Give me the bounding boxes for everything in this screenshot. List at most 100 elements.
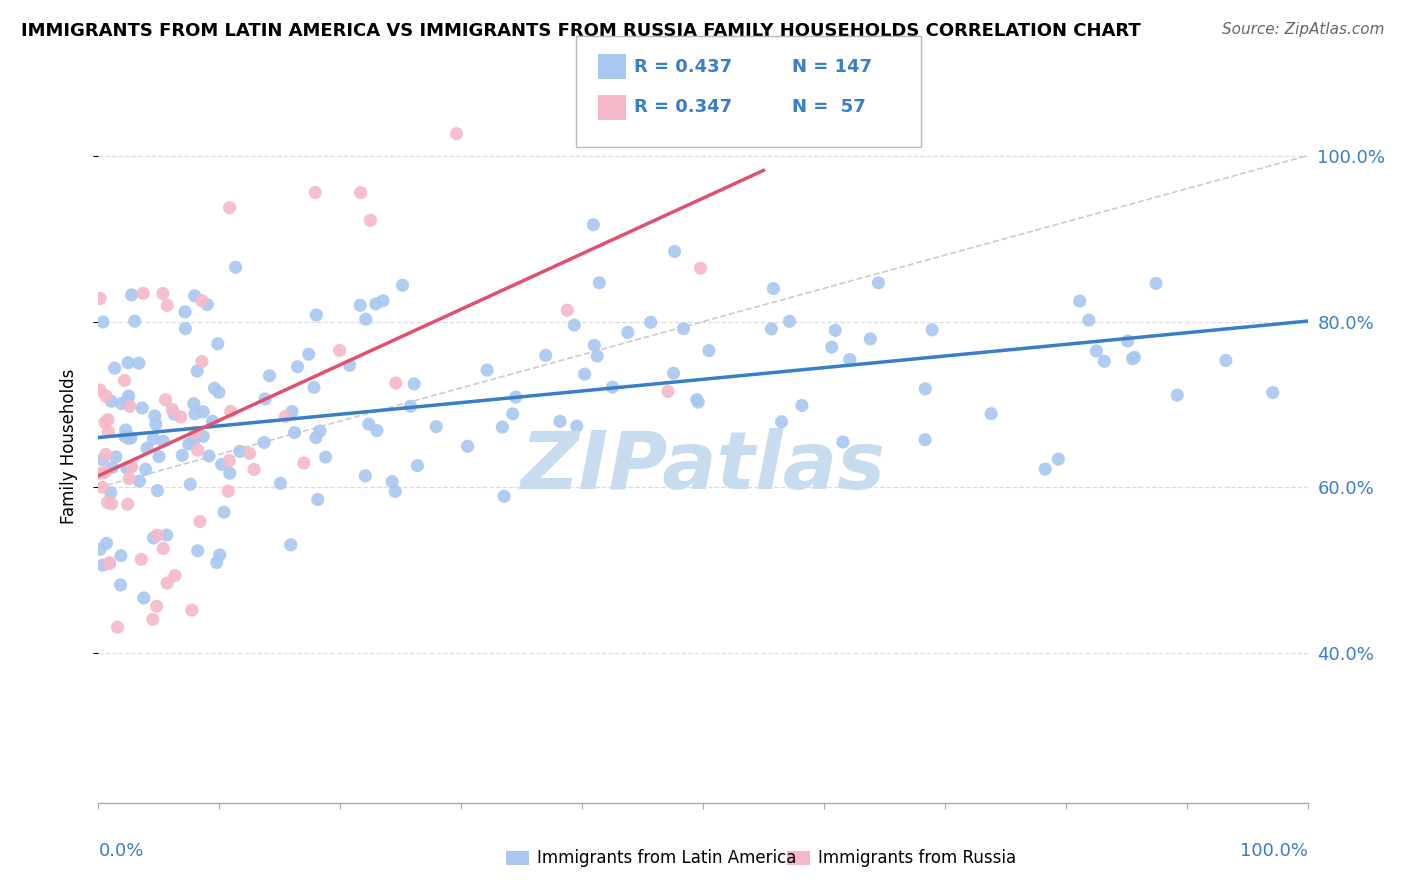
- Point: [198, 449, 221, 463]
- Point: [101, 460, 124, 475]
- Point: [1047, 452, 1070, 467]
- Point: [156, 576, 179, 591]
- Point: [243, 462, 266, 476]
- Point: [391, 278, 413, 293]
- Point: [494, 489, 516, 503]
- Point: [218, 467, 240, 481]
- Point: [91, 315, 114, 329]
- Text: ZIPatlas: ZIPatlas: [520, 428, 886, 507]
- Point: [225, 260, 247, 275]
- Point: [193, 429, 215, 443]
- Point: [93, 466, 115, 480]
- Point: [132, 286, 155, 301]
- Point: [212, 505, 235, 519]
- Point: [868, 276, 890, 290]
- Point: [117, 356, 139, 370]
- Point: [96, 536, 118, 550]
- Point: [186, 364, 208, 378]
- Point: [120, 459, 142, 474]
- Point: [218, 453, 240, 467]
- Point: [274, 409, 297, 424]
- Point: [779, 314, 801, 328]
- Point: [89, 542, 111, 557]
- Point: [191, 405, 214, 419]
- Point: [183, 289, 205, 303]
- Point: [238, 446, 260, 460]
- Point: [329, 343, 352, 358]
- Point: [110, 396, 132, 410]
- Point: [152, 286, 174, 301]
- Point: [100, 497, 122, 511]
- Point: [128, 356, 150, 370]
- Point: [145, 599, 167, 614]
- Point: [1166, 388, 1188, 402]
- Point: [89, 292, 111, 306]
- Point: [283, 425, 305, 440]
- Point: [287, 359, 309, 374]
- Point: [914, 382, 936, 396]
- Point: [174, 321, 197, 335]
- Point: [152, 541, 174, 556]
- Point: [114, 423, 136, 437]
- Point: [582, 218, 605, 232]
- Point: [354, 312, 377, 326]
- Point: [187, 443, 209, 458]
- Point: [859, 332, 882, 346]
- Point: [148, 450, 170, 464]
- Point: [118, 400, 141, 414]
- Text: N =  57: N = 57: [792, 98, 865, 116]
- Point: [104, 361, 127, 376]
- Point: [309, 424, 332, 438]
- Point: [406, 458, 429, 473]
- Point: [697, 343, 720, 358]
- Point: [305, 308, 328, 322]
- Point: [143, 409, 166, 423]
- Point: [191, 293, 214, 308]
- Point: [229, 444, 252, 458]
- Point: [121, 459, 143, 474]
- Point: [292, 456, 315, 470]
- Point: [91, 452, 114, 467]
- Point: [662, 366, 685, 380]
- Point: [364, 297, 387, 311]
- Point: [1122, 351, 1144, 366]
- Text: 100.0%: 100.0%: [1240, 842, 1308, 860]
- Point: [555, 303, 578, 318]
- Y-axis label: Family Households: Family Households: [59, 368, 77, 524]
- Point: [790, 399, 813, 413]
- Point: [305, 431, 328, 445]
- Point: [457, 439, 479, 453]
- Point: [188, 515, 211, 529]
- Point: [91, 558, 114, 573]
- Point: [135, 462, 157, 476]
- Point: [179, 477, 201, 491]
- Point: [1069, 293, 1091, 308]
- Point: [163, 407, 186, 421]
- Point: [399, 399, 422, 413]
- Text: IMMIGRANTS FROM LATIN AMERICA VS IMMIGRANTS FROM RUSSIA FAMILY HOUSEHOLDS CORREL: IMMIGRANTS FROM LATIN AMERICA VS IMMIGRA…: [21, 22, 1140, 40]
- Point: [502, 407, 524, 421]
- Point: [183, 397, 205, 411]
- Point: [142, 531, 165, 545]
- Point: [100, 394, 122, 409]
- Point: [219, 404, 242, 418]
- Point: [1123, 351, 1146, 365]
- Point: [131, 552, 153, 566]
- Point: [91, 480, 114, 494]
- Text: R = 0.437: R = 0.437: [634, 58, 733, 76]
- Point: [146, 483, 169, 498]
- Point: [683, 111, 706, 125]
- Point: [97, 425, 120, 439]
- Point: [921, 323, 943, 337]
- Point: [94, 447, 117, 461]
- Point: [89, 467, 111, 481]
- Point: [425, 419, 447, 434]
- Point: [269, 476, 291, 491]
- Point: [208, 548, 231, 562]
- Point: [208, 385, 231, 400]
- Point: [586, 349, 609, 363]
- Point: [339, 359, 361, 373]
- Point: [180, 603, 202, 617]
- Point: [163, 568, 186, 582]
- Point: [686, 392, 709, 407]
